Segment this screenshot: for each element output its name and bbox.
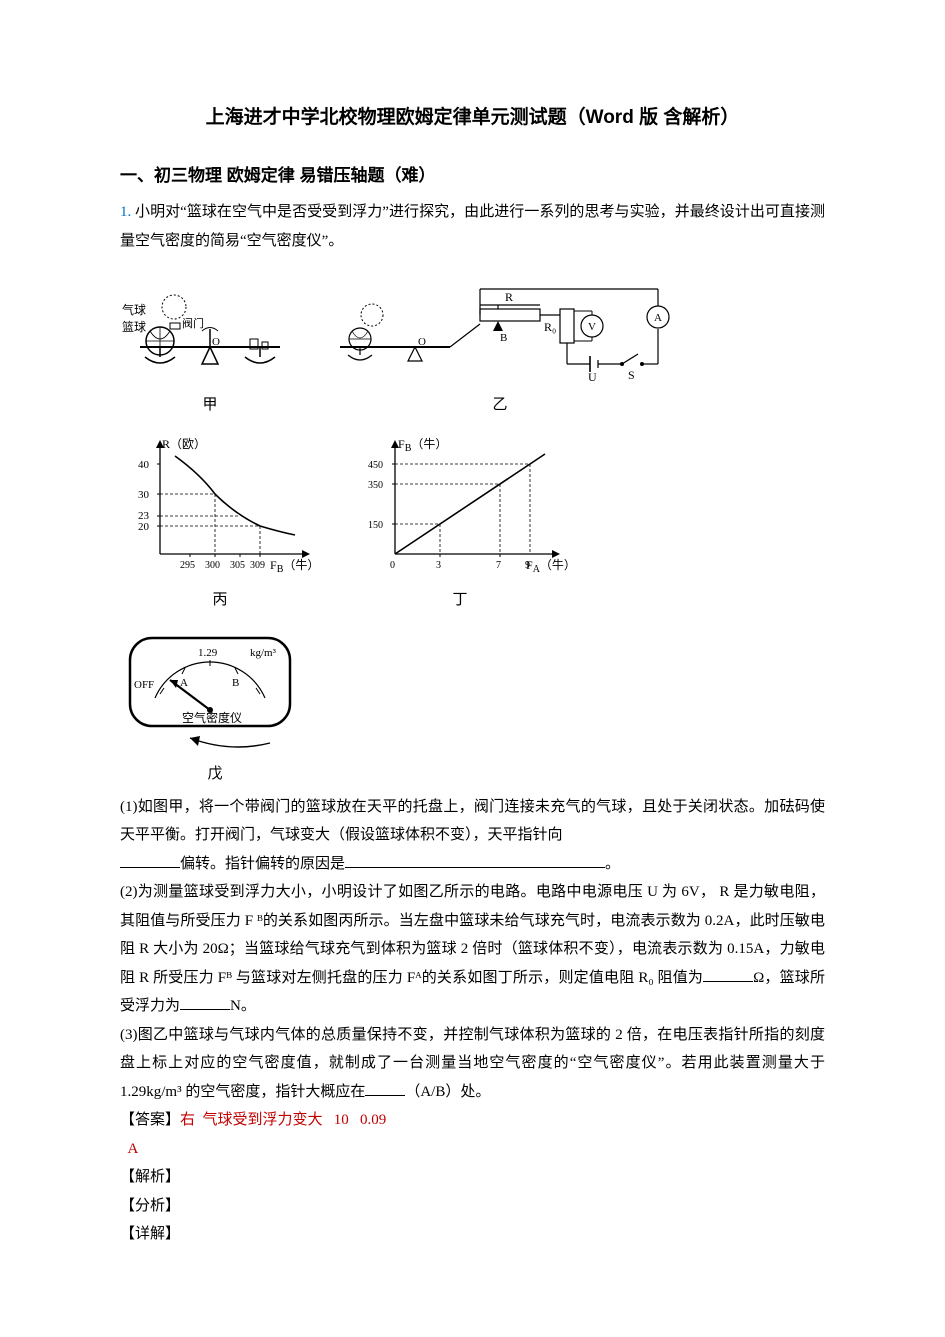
- blank-p2-F[interactable]: [180, 992, 230, 1010]
- ding-xt-0: 0: [390, 560, 395, 571]
- bing-yt-20: 20: [138, 521, 150, 533]
- bing-xt-295: 295: [180, 560, 195, 571]
- caption-wu: 戊: [207, 760, 222, 789]
- answer-label: 【答案】: [120, 1112, 180, 1128]
- valve-label: 阀门: [182, 316, 204, 330]
- caption-ding: 丁: [452, 586, 467, 615]
- figure-jia: O 气球 篮球 阀门 甲: [120, 269, 300, 420]
- fig-bing-svg: R（欧） FB（牛） 40 30 23 20 295 300 305 309: [120, 434, 320, 584]
- ding-xt-7: 7: [496, 560, 501, 571]
- fulcrum-label: O: [212, 336, 220, 348]
- figure-bing: R（欧） FB（牛） 40 30 23 20 295 300 305 309 丙: [120, 434, 320, 615]
- bing-ylabel: R（欧）: [162, 437, 206, 451]
- figure-wu: OFF A B 1.29 kg/m³ 空气密度仪 戊: [120, 628, 310, 789]
- part2: (2)为测量篮球受到浮力大小，小明设计了如图乙所示的电路。电路中电源电压 U 为…: [120, 878, 825, 1021]
- ans-4: 0.09: [360, 1112, 386, 1128]
- yi-U: U: [588, 370, 597, 384]
- fig-yi-svg: O R B R₀ V: [330, 269, 670, 389]
- wu-off: OFF: [134, 679, 154, 691]
- ding-ylabel: FB（牛）: [398, 436, 447, 454]
- wu-device: 空气密度仪: [182, 710, 242, 725]
- part1: (1)如图甲，将一个带阀门的篮球放在天平的托盘上，阀门连接未充气的气球，且处于关…: [120, 793, 825, 879]
- jiexi-label: 【解析】: [120, 1163, 825, 1192]
- p1-c: 。: [605, 856, 620, 872]
- basketball-label: 篮球: [122, 319, 146, 334]
- p2-c: N。: [230, 998, 256, 1014]
- fig-jia-svg: O 气球 篮球 阀门: [120, 269, 300, 389]
- caption-bing: 丙: [212, 586, 227, 615]
- caption-jia: 甲: [202, 391, 217, 420]
- yi-B: B: [500, 332, 507, 344]
- blank-p2-R0[interactable]: [703, 964, 753, 982]
- answer-line-2: A: [120, 1135, 825, 1164]
- bing-xt-305: 305: [230, 560, 245, 571]
- yi-R: R: [505, 290, 513, 304]
- caption-yi: 乙: [492, 391, 507, 420]
- figure-row-2: R（欧） FB（牛） 40 30 23 20 295 300 305 309 丙: [120, 434, 825, 615]
- figure-row-3: OFF A B 1.29 kg/m³ 空气密度仪 戊: [120, 628, 825, 789]
- yi-R0: R₀: [544, 320, 556, 334]
- p1-a: (1)如图甲，将一个带阀门的篮球放在天平的托盘上，阀门连接未充气的气球，且处于关…: [120, 799, 825, 844]
- fig-ding-svg: FB（牛） FA（牛） 150 350 450 0 3 7 9: [350, 434, 570, 584]
- bing-xlabel: FB（牛）: [270, 557, 319, 575]
- p3-b: （A/B）处。: [405, 1084, 490, 1100]
- fenxi-label: 【分析】: [120, 1192, 825, 1221]
- bing-xt-309: 309: [250, 560, 265, 571]
- ding-yt-150: 150: [368, 520, 383, 531]
- ans-5: A: [128, 1141, 139, 1157]
- p1-b: 偏转。指针偏转的原因是: [180, 856, 345, 872]
- part3: (3)图乙中篮球与气球内气体的总质量保持不变，并控制气球体积为篮球的 2 倍，在…: [120, 1021, 825, 1107]
- blank-p3-ab[interactable]: [365, 1078, 405, 1096]
- ding-yt-450: 450: [368, 460, 383, 471]
- figure-ding: FB（牛） FA（牛） 150 350 450 0 3 7 9 丁: [350, 434, 570, 615]
- bing-yt-40: 40: [138, 459, 150, 471]
- q1-text: 小明对“篮球在空气中是否受受到浮力”进行探究，由此进行一系列的思考与实验，并最终…: [120, 204, 825, 249]
- page-title: 上海进才中学北校物理欧姆定律单元测试题（Word 版 含解析）: [120, 100, 825, 136]
- wu-val: 1.29: [198, 647, 218, 659]
- fig-wu-svg: OFF A B 1.29 kg/m³ 空气密度仪: [120, 628, 310, 758]
- yi-fulcrum: O: [418, 336, 426, 348]
- yi-S: S: [628, 368, 635, 382]
- ding-xlabel: FA（牛）: [526, 557, 570, 575]
- ding-xt-9: 9: [525, 560, 530, 571]
- blank-p1-dir[interactable]: [120, 850, 180, 868]
- figure-row-1: O 气球 篮球 阀门 甲: [120, 269, 825, 420]
- bing-yt-30: 30: [138, 489, 150, 501]
- ans-3: 10: [334, 1112, 349, 1128]
- bing-xt-300: 300: [205, 560, 220, 571]
- xiangjie-label: 【详解】: [120, 1220, 825, 1249]
- answer-line: 【答案】右 气球受到浮力变大 10 0.09: [120, 1106, 825, 1135]
- yi-A: A: [654, 312, 662, 324]
- wu-B: B: [232, 677, 239, 689]
- ding-xt-3: 3: [436, 560, 441, 571]
- wu-unit: kg/m³: [250, 647, 277, 659]
- yi-V: V: [588, 321, 596, 333]
- section-heading: 一、初三物理 欧姆定律 易错压轴题（难）: [120, 160, 825, 192]
- ans-2: 气球受到浮力变大: [203, 1112, 323, 1128]
- ans-1: 右: [180, 1112, 195, 1128]
- q1-stem: 1. 小明对“篮球在空气中是否受受到浮力”进行探究，由此进行一系列的思考与实验，…: [120, 198, 825, 255]
- figure-yi: O R B R₀ V: [330, 269, 670, 420]
- q1-number: 1.: [120, 204, 131, 220]
- ding-yt-350: 350: [368, 480, 383, 491]
- blank-p1-reason[interactable]: [345, 850, 605, 868]
- balloon-label: 气球: [122, 302, 146, 317]
